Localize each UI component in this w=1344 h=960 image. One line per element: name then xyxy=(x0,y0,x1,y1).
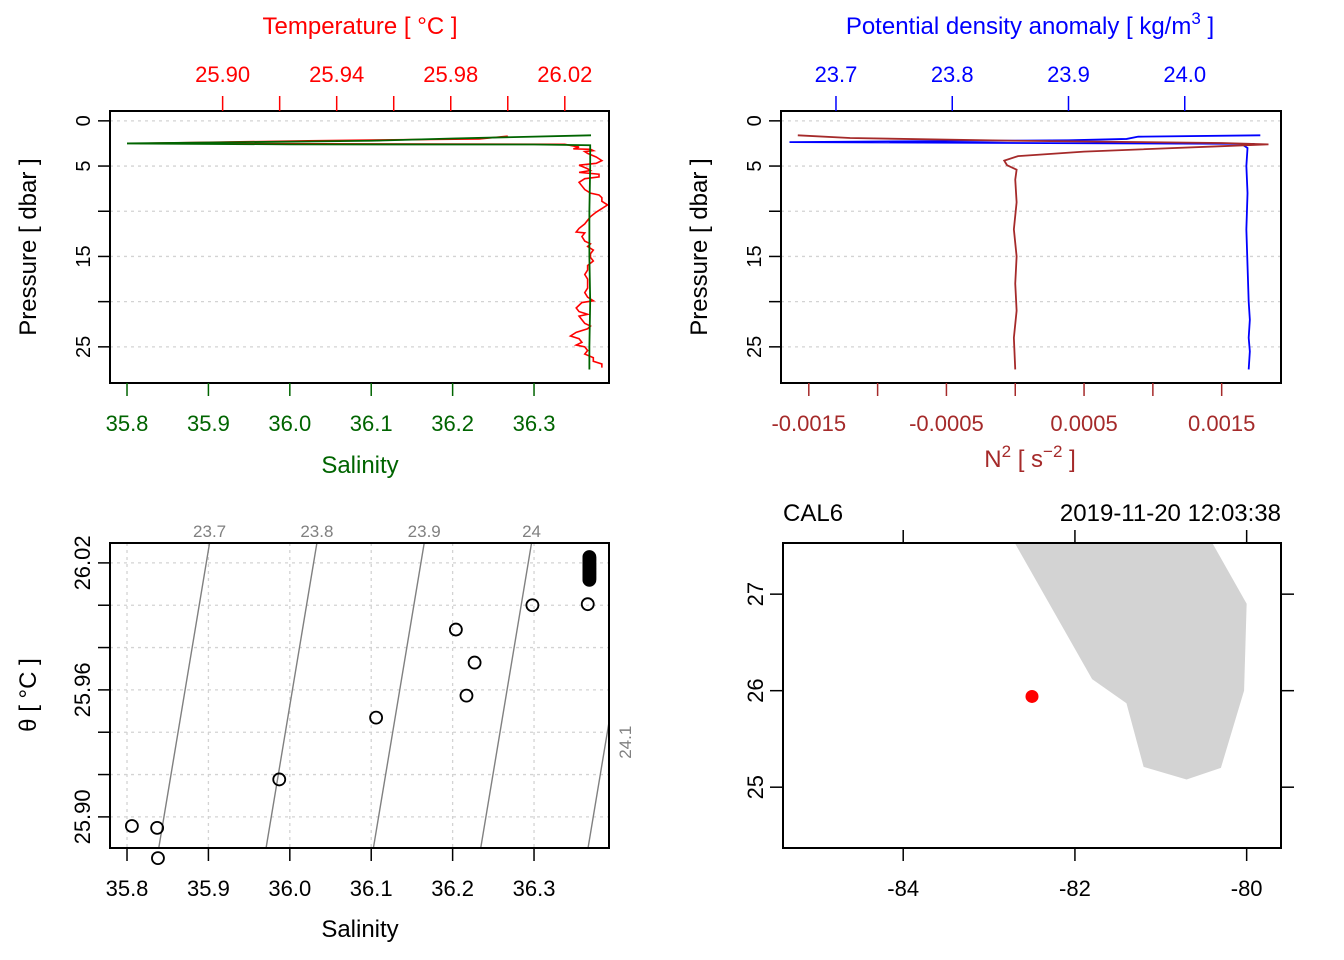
p4-y-tick-label: 27 xyxy=(743,582,768,606)
isopycnal-label: 23.7 xyxy=(193,522,226,541)
p3-x-tick-label: 36.1 xyxy=(350,876,393,901)
p3-x-tick-label: 35.9 xyxy=(187,876,230,901)
ts-point xyxy=(459,688,474,703)
p1-top-tick-label: 25.94 xyxy=(309,62,364,87)
p1-y-tick-label: 15 xyxy=(73,245,95,267)
density-profile-line xyxy=(789,134,1261,370)
p2-top-tick-label: 23.8 xyxy=(931,62,974,87)
ts-point xyxy=(525,598,540,613)
p1-series xyxy=(127,134,610,370)
p2-y-axis-title: Pressure [ dbar ] xyxy=(686,158,713,335)
station-name: CAL6 xyxy=(783,500,843,527)
p1-plot-box xyxy=(109,110,610,384)
p1-y-tick-label: 0 xyxy=(73,115,95,126)
ts-point-cluster xyxy=(582,550,597,564)
p2-x-tick-label: -0.0005 xyxy=(909,411,984,436)
ts-point xyxy=(448,622,463,637)
p1-top-tick-label: 25.90 xyxy=(195,62,250,87)
p1-x-tick-label: 35.9 xyxy=(187,411,230,436)
p2-y-tick-label: 15 xyxy=(744,245,766,267)
ts-point xyxy=(580,597,595,612)
isopycnal-label: 23.8 xyxy=(300,522,333,541)
p2-top-tick-label: 23.9 xyxy=(1047,62,1090,87)
station-marker xyxy=(1025,689,1039,703)
p4-x-tick-label: -82 xyxy=(1059,876,1091,901)
p4-land xyxy=(1014,543,1247,780)
p2-y-tick-label: 25 xyxy=(744,336,766,358)
p2-top-axis-title: Potential density anomaly [ kg/m3 ] xyxy=(846,9,1214,40)
p3-y-tick-label: 26.02 xyxy=(70,535,95,590)
temperature-profile-line xyxy=(139,135,610,368)
ts-point xyxy=(369,710,384,725)
n2-profile-line xyxy=(797,134,1269,370)
ts-point xyxy=(150,820,165,835)
isopycnal-label: 24 xyxy=(522,522,541,541)
p1-top-tick-label: 25.98 xyxy=(423,62,478,87)
p3-x-tick-label: 35.8 xyxy=(106,876,149,901)
p1-top-axis-title: Temperature [ °C ] xyxy=(263,13,458,40)
p2-series xyxy=(789,134,1269,370)
p4-station xyxy=(1025,689,1039,703)
ts-point xyxy=(124,819,139,833)
p4-plot-box xyxy=(782,542,1282,849)
p1-top-tick-label: 26.02 xyxy=(537,62,592,87)
p4-ticks: -84 -82 -80 25 26 27 xyxy=(743,530,1294,901)
ts-point xyxy=(467,655,482,670)
salinity-profile-line xyxy=(127,134,592,370)
p1-x-tick-label: 35.8 xyxy=(106,411,149,436)
p2-x-axis-title: N2 [ s−2 ] xyxy=(984,442,1076,473)
p2-top-tick-label: 24.0 xyxy=(1163,62,1206,87)
isopycnal-line xyxy=(480,542,533,849)
p1-x-tick-label: 36.0 xyxy=(268,411,311,436)
isopycnal-line xyxy=(158,542,211,849)
p1-y-axis-title: Pressure [ dbar ] xyxy=(15,158,42,335)
p4-x-tick-label: -80 xyxy=(1231,876,1263,901)
p2-top-tick-label: 23.7 xyxy=(815,62,858,87)
p1-x-tick-label: 36.2 xyxy=(431,411,474,436)
p2-y-tick-label: 0 xyxy=(744,115,766,126)
land-polygon xyxy=(1014,543,1247,780)
p3-x-tick-label: 36.2 xyxy=(431,876,474,901)
p2-x-tick-label: -0.0015 xyxy=(771,411,846,436)
p3-y-tick-label: 25.90 xyxy=(70,789,95,844)
panel-temperature-salinity-profile: 0 5 15 25 35.8 35.9 36.0 36.1 36.2 36.3 25.90 25.94… xyxy=(15,13,610,479)
p3-x-tick-label: 36.3 xyxy=(513,876,556,901)
p2-x-tick-label: 0.0005 xyxy=(1050,411,1117,436)
ts-point xyxy=(272,772,287,787)
station-datetime: 2019-11-20 12:03:38 xyxy=(1060,500,1281,527)
p1-x-tick-label: 36.1 xyxy=(350,411,393,436)
p1-y-tick-label: 25 xyxy=(73,336,95,358)
p2-y-tick-label: 5 xyxy=(744,160,766,171)
p3-x-axis-title: Salinity xyxy=(321,916,398,943)
p2-x-tick-label: 0.0015 xyxy=(1188,411,1255,436)
p3-ticks: 35.8 35.9 36.0 36.1 36.2 36.3 25.90 25.96 26.02 xyxy=(70,535,555,901)
p4-x-tick-label: -84 xyxy=(887,876,919,901)
p4-y-tick-label: 25 xyxy=(743,775,768,799)
isopycnal-line xyxy=(587,722,610,849)
ts-point xyxy=(151,851,165,866)
isopycnal-label: 24.1 xyxy=(616,726,635,759)
p4-y-tick-label: 26 xyxy=(743,678,768,702)
panel-station-map: -84 -82 -80 25 26 27 CAL6 2019-11-20 12:03:38 xyxy=(743,500,1294,901)
isopycnal-line xyxy=(265,542,318,849)
isopycnal-label: 23.9 xyxy=(408,522,441,541)
p1-grid xyxy=(110,120,609,348)
panel-density-n2-profile: 0 5 15 25 -0.0015 -0.0005 0.0005 0.0015 23.7 23.8… xyxy=(686,9,1282,473)
p2-ticks: 0 5 15 25 -0.0015 -0.0005 0.0005 0.0015 23.7 23.8… xyxy=(744,62,1255,436)
p3-isopycnals: 23.7 23.8 23.9 24 24.1 xyxy=(158,522,635,849)
p1-x-tick-label: 36.3 xyxy=(513,411,556,436)
p3-plot-box xyxy=(109,542,610,849)
p3-points xyxy=(124,550,597,866)
p1-y-tick-label: 5 xyxy=(73,160,95,171)
p2-plot-box xyxy=(780,110,1282,384)
isopycnal-line xyxy=(372,542,425,849)
p3-y-tick-label: 25.96 xyxy=(70,662,95,717)
p1-x-axis-title: Salinity xyxy=(321,452,398,479)
p3-y-axis-title: θ [ °C ] xyxy=(15,658,42,732)
p1-ticks: 0 5 15 25 35.8 35.9 36.0 36.1 36.2 36.3 25.90 25.94… xyxy=(73,62,592,436)
p3-x-tick-label: 36.0 xyxy=(268,876,311,901)
